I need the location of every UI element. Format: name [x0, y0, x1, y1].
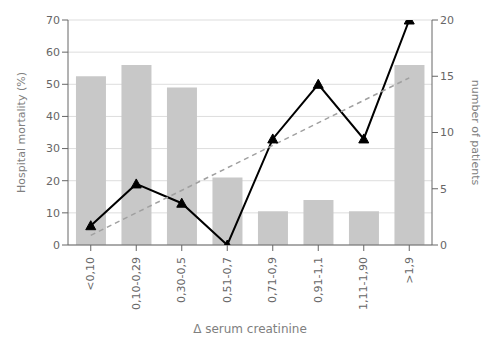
- svg-text:20: 20: [46, 175, 60, 188]
- svg-text:0,10-0,29: 0,10-0,29: [130, 257, 143, 310]
- svg-text:20: 20: [440, 14, 454, 27]
- svg-text:1,11-1,90: 1,11-1,90: [357, 257, 370, 310]
- svg-text:0,71-0,9: 0,71-0,9: [266, 257, 279, 303]
- svg-text:5: 5: [440, 183, 447, 196]
- svg-text:Hospital mortality (%): Hospital mortality (%): [15, 72, 28, 193]
- svg-text:number of patients: number of patients: [469, 80, 482, 186]
- svg-text:15: 15: [440, 70, 454, 83]
- svg-text:0,30-0,5: 0,30-0,5: [175, 257, 188, 303]
- svg-text:40: 40: [46, 110, 60, 123]
- svg-text:30: 30: [46, 142, 60, 155]
- svg-text:60: 60: [46, 46, 60, 59]
- svg-text:50: 50: [46, 78, 60, 91]
- svg-text:0,91-1,1: 0,91-1,1: [312, 257, 325, 303]
- svg-text:<0,10: <0,10: [84, 257, 97, 291]
- svg-text:Δ serum creatinine: Δ serum creatinine: [193, 322, 307, 336]
- svg-text:>1,9: >1,9: [403, 257, 416, 284]
- svg-text:0: 0: [440, 239, 447, 252]
- svg-text:0,51-0,7: 0,51-0,7: [221, 257, 234, 303]
- svg-text:0: 0: [53, 239, 60, 252]
- svg-text:10: 10: [46, 207, 60, 220]
- svg-text:10: 10: [440, 126, 454, 139]
- svg-text:70: 70: [46, 14, 60, 27]
